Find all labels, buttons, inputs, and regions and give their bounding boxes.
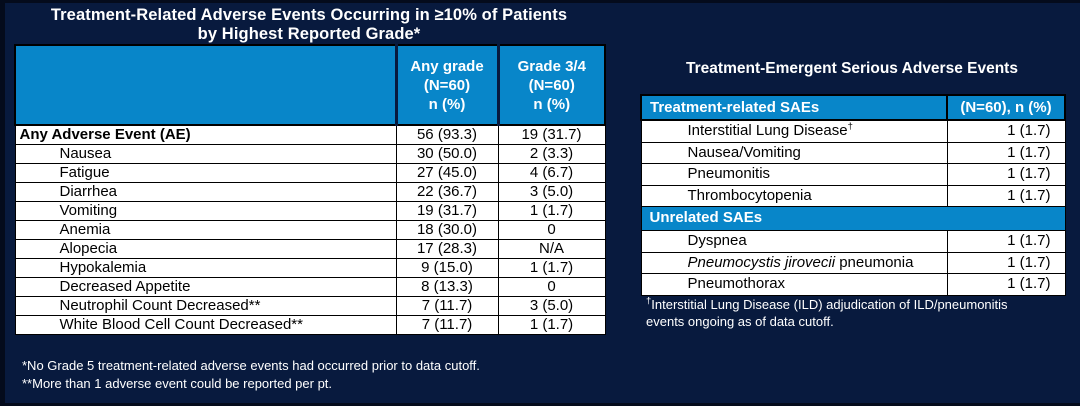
sae-label: Nausea/Vomiting <box>640 141 948 164</box>
sae-value: 1 (1.7) <box>946 184 1066 207</box>
ae-label: Anemia <box>14 220 397 240</box>
ae-table-row: Anemia 18 (30.0) 0 <box>14 220 606 240</box>
any-grade-value: 7 (11.7) <box>395 296 499 316</box>
ae-label: Hypokalemia <box>14 258 397 278</box>
ae-header-grade-3-4: Grade 3/4 (N=60) n (%) <box>496 44 606 126</box>
slide-border-top <box>0 0 1080 3</box>
ae-table-row: Alopecia 17 (28.3) N/A <box>14 239 606 259</box>
ae-table-body: Any Adverse Event (AE) 56 (93.3) 19 (31.7)… <box>14 124 606 335</box>
ae-label: White Blood Cell Count Decreased** <box>14 315 397 335</box>
grade-3-4-value: 3 (5.0) <box>497 296 606 316</box>
any-grade-value: 27 (45.0) <box>395 163 499 183</box>
ae-table-row: Any Adverse Event (AE) 56 (93.3) 19 (31.7) <box>14 124 606 145</box>
ae-table-row: Nausea 30 (50.0) 2 (3.3) <box>14 144 606 164</box>
dagger-symbol: † <box>646 295 652 307</box>
grade-3-4-value: 1 (1.7) <box>497 315 606 335</box>
sae-header-row: Treatment-related SAEs (N=60), n (%) <box>640 94 1066 121</box>
sae-label: Pneumonitis <box>640 163 948 186</box>
left-table-title: Treatment-Related Adverse Events Occurri… <box>14 6 604 44</box>
sae-value: 1 (1.7) <box>946 119 1066 143</box>
sae-table-row: Pneumocystis jirovecii pneumonia 1 (1.7) <box>640 251 1066 274</box>
ae-label: Diarrhea <box>14 182 397 202</box>
ae-label: Alopecia <box>14 239 397 259</box>
footnote-grade5: *No Grade 5 treatment-related adverse ev… <box>22 358 480 373</box>
ae-table-row: Decreased Appetite 8 (13.3) 0 <box>14 277 606 297</box>
ae-label: Decreased Appetite <box>14 277 397 297</box>
grade-3-4-value: 1 (1.7) <box>497 201 606 221</box>
sae-value: 1 (1.7) <box>946 141 1066 164</box>
sae-section-row: Unrelated SAEs <box>640 206 1066 231</box>
grade-3-4-value: 0 <box>497 277 606 297</box>
ae-table-row: Fatigue 27 (45.0) 4 (6.7) <box>14 163 606 183</box>
any-grade-value: 56 (93.3) <box>395 124 499 145</box>
left-table-title-line1: Treatment-Related Adverse Events Occurri… <box>50 6 568 24</box>
any-grade-value: 18 (30.0) <box>395 220 499 240</box>
left-table-title-line2: by Highest Reported Grade* <box>197 25 421 43</box>
left-footnotes: *No Grade 5 treatment-related adverse ev… <box>22 357 622 392</box>
ae-label: Neutrophil Count Decreased** <box>14 296 397 316</box>
sae-label: Dyspnea <box>640 230 948 253</box>
sae-value: 1 (1.7) <box>946 163 1066 186</box>
sae-value: 1 (1.7) <box>946 251 1066 274</box>
ild-footnote: †Interstitial Lung Disease (ILD) adjudic… <box>646 295 1008 329</box>
ae-table-row: Neutrophil Count Decreased** 7 (11.7) 3 (5… <box>14 296 606 316</box>
any-grade-value: 8 (13.3) <box>395 277 499 297</box>
ae-label: Vomiting <box>14 201 397 221</box>
ae-label: Nausea <box>14 144 397 164</box>
grade-3-4-value: 2 (3.3) <box>497 144 606 164</box>
any-grade-value: 30 (50.0) <box>395 144 499 164</box>
grade-3-4-value: 0 <box>497 220 606 240</box>
any-grade-value: 17 (28.3) <box>395 239 499 259</box>
any-grade-value: 7 (11.7) <box>395 315 499 335</box>
ae-table-row: White Blood Cell Count Decreased** 7 (11.… <box>14 315 606 335</box>
sae-label: Pneumothorax <box>640 273 948 296</box>
sae-header-label: Treatment-related SAEs <box>640 94 948 121</box>
sae-label: Thrombocytopenia <box>640 184 948 207</box>
sae-value: 1 (1.7) <box>946 273 1066 296</box>
grade-3-4-value: 1 (1.7) <box>497 258 606 278</box>
dagger-symbol: † <box>847 121 853 132</box>
any-grade-value: 9 (15.0) <box>395 258 499 278</box>
any-grade-value: 19 (31.7) <box>395 201 499 221</box>
sae-table-row: Dyspnea 1 (1.7) <box>640 230 1066 253</box>
serious-adverse-events-table: Treatment-related SAEs (N=60), n (%) Int… <box>640 94 1066 296</box>
grade-3-4-value: 3 (5.0) <box>497 182 606 202</box>
adverse-events-table: Any grade (N=60) n (%) Grade 3/4 (N=60) … <box>14 44 606 335</box>
any-grade-value: 22 (36.7) <box>395 182 499 202</box>
ae-table-row: Hypokalemia 9 (15.0) 1 (1.7) <box>14 258 606 278</box>
sae-table-row: Pneumothorax 1 (1.7) <box>640 273 1066 296</box>
ae-label: Any Adverse Event (AE) <box>14 124 397 145</box>
sae-section-label: Unrelated SAEs <box>640 206 1066 231</box>
sae-table-row: Nausea/Vomiting 1 (1.7) <box>640 141 1066 164</box>
ae-header-any-grade: Any grade (N=60) n (%) <box>394 44 498 126</box>
sae-table-row: Pneumonitis 1 (1.7) <box>640 163 1066 186</box>
sae-label: Pneumocystis jirovecii pneumonia <box>640 251 948 274</box>
ae-table-row: Diarrhea 22 (36.7) 3 (5.0) <box>14 182 606 202</box>
slide-border-bottom <box>0 403 1080 406</box>
grade-3-4-value: 4 (6.7) <box>497 163 606 183</box>
sae-table-body: Interstitial Lung Disease† 1 (1.7) Nausea/… <box>640 119 1066 296</box>
sae-table-row: Thrombocytopenia 1 (1.7) <box>640 184 1066 207</box>
footnote-multiple-events: **More than 1 adverse event could be rep… <box>22 375 333 391</box>
ae-label: Fatigue <box>14 163 397 183</box>
slide-border-left <box>0 0 5 406</box>
grade-3-4-value: N/A <box>497 239 606 259</box>
right-table-title: Treatment-Emergent Serious Adverse Event… <box>686 60 1018 77</box>
ae-table-row: Vomiting 19 (31.7) 1 (1.7) <box>14 201 606 221</box>
grade-3-4-value: 19 (31.7) <box>497 124 606 145</box>
sae-table-row: Interstitial Lung Disease† 1 (1.7) <box>640 119 1066 143</box>
sae-value: 1 (1.7) <box>946 230 1066 253</box>
sae-header-value: (N=60), n (%) <box>946 94 1066 121</box>
ae-header-row: Any grade (N=60) n (%) Grade 3/4 (N=60) … <box>14 44 606 126</box>
sae-label: Interstitial Lung Disease† <box>640 119 948 143</box>
ae-header-blank <box>14 44 396 126</box>
